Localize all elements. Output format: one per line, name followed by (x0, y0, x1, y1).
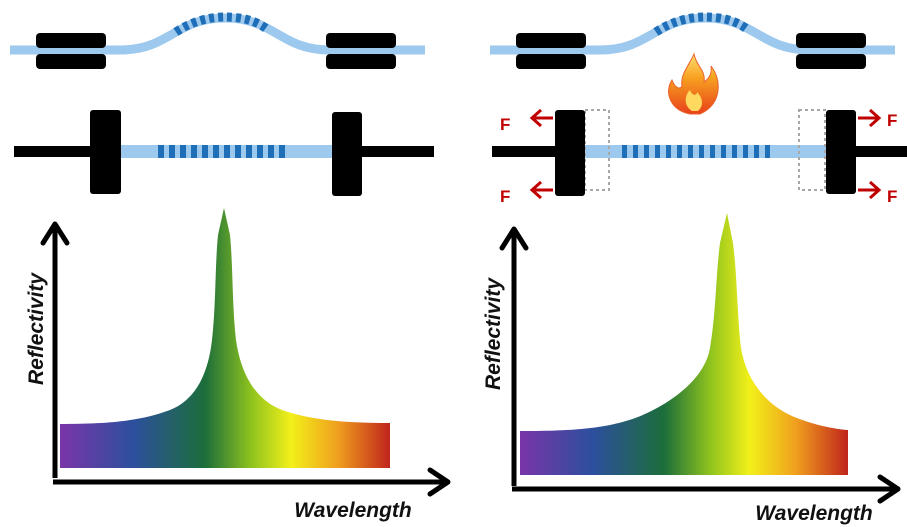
right-panel: F F F F Reflectivity Wavelength (482, 12, 907, 525)
y-axis-arrowhead (40, 221, 70, 246)
clamp-block (796, 33, 866, 48)
clamp-block (516, 54, 586, 69)
rod (845, 146, 907, 157)
fiber-curve (10, 13, 425, 55)
x-axis-label: Wavelength (294, 499, 411, 522)
y-axis-label: Reflectivity (482, 277, 505, 390)
force-arrow-right-top (858, 108, 882, 128)
force-arrow-left-top (529, 108, 553, 128)
grating-marks (173, 12, 271, 36)
x-axis-label: Wavelength (755, 502, 872, 525)
force-label: F (500, 187, 510, 206)
clamp-block (516, 33, 586, 48)
clamp-block (326, 54, 396, 69)
reflection-spectrum (520, 213, 848, 475)
clamp-block (36, 33, 106, 48)
right-bent-fiber (490, 12, 895, 69)
fiber-curve (490, 13, 895, 55)
force-label: F (887, 187, 897, 206)
force-label: F (500, 115, 510, 134)
grating-marks (653, 12, 751, 36)
x-axis-arrowhead (877, 474, 901, 504)
clamp-block (332, 112, 362, 196)
rod (14, 146, 100, 157)
force-arrow-left-bottom (529, 180, 553, 200)
clamp-block (90, 110, 121, 194)
clamp-block (555, 110, 585, 196)
fiber (578, 145, 836, 158)
reflection-spectrum (60, 208, 390, 468)
right-axes (499, 226, 901, 504)
original-clamp-position (798, 109, 826, 191)
clamp-block (826, 110, 856, 194)
force-label: F (887, 111, 897, 130)
right-straight-fiber: F F F F (492, 108, 907, 206)
clamp-block (36, 54, 106, 69)
left-axes (40, 221, 451, 497)
rod (356, 146, 434, 157)
clamp-block (796, 54, 866, 69)
force-arrow-right-bottom (858, 180, 882, 200)
clamp-block (326, 33, 396, 48)
left-bent-fiber (10, 12, 425, 69)
y-axis-label: Reflectivity (25, 272, 48, 385)
x-axis-arrowhead (427, 467, 451, 497)
y-axis-arrowhead (499, 226, 529, 251)
flame-icon (668, 52, 719, 115)
left-straight-fiber (14, 110, 434, 196)
left-panel: Reflectivity Wavelength (10, 12, 451, 522)
rod (492, 146, 562, 157)
